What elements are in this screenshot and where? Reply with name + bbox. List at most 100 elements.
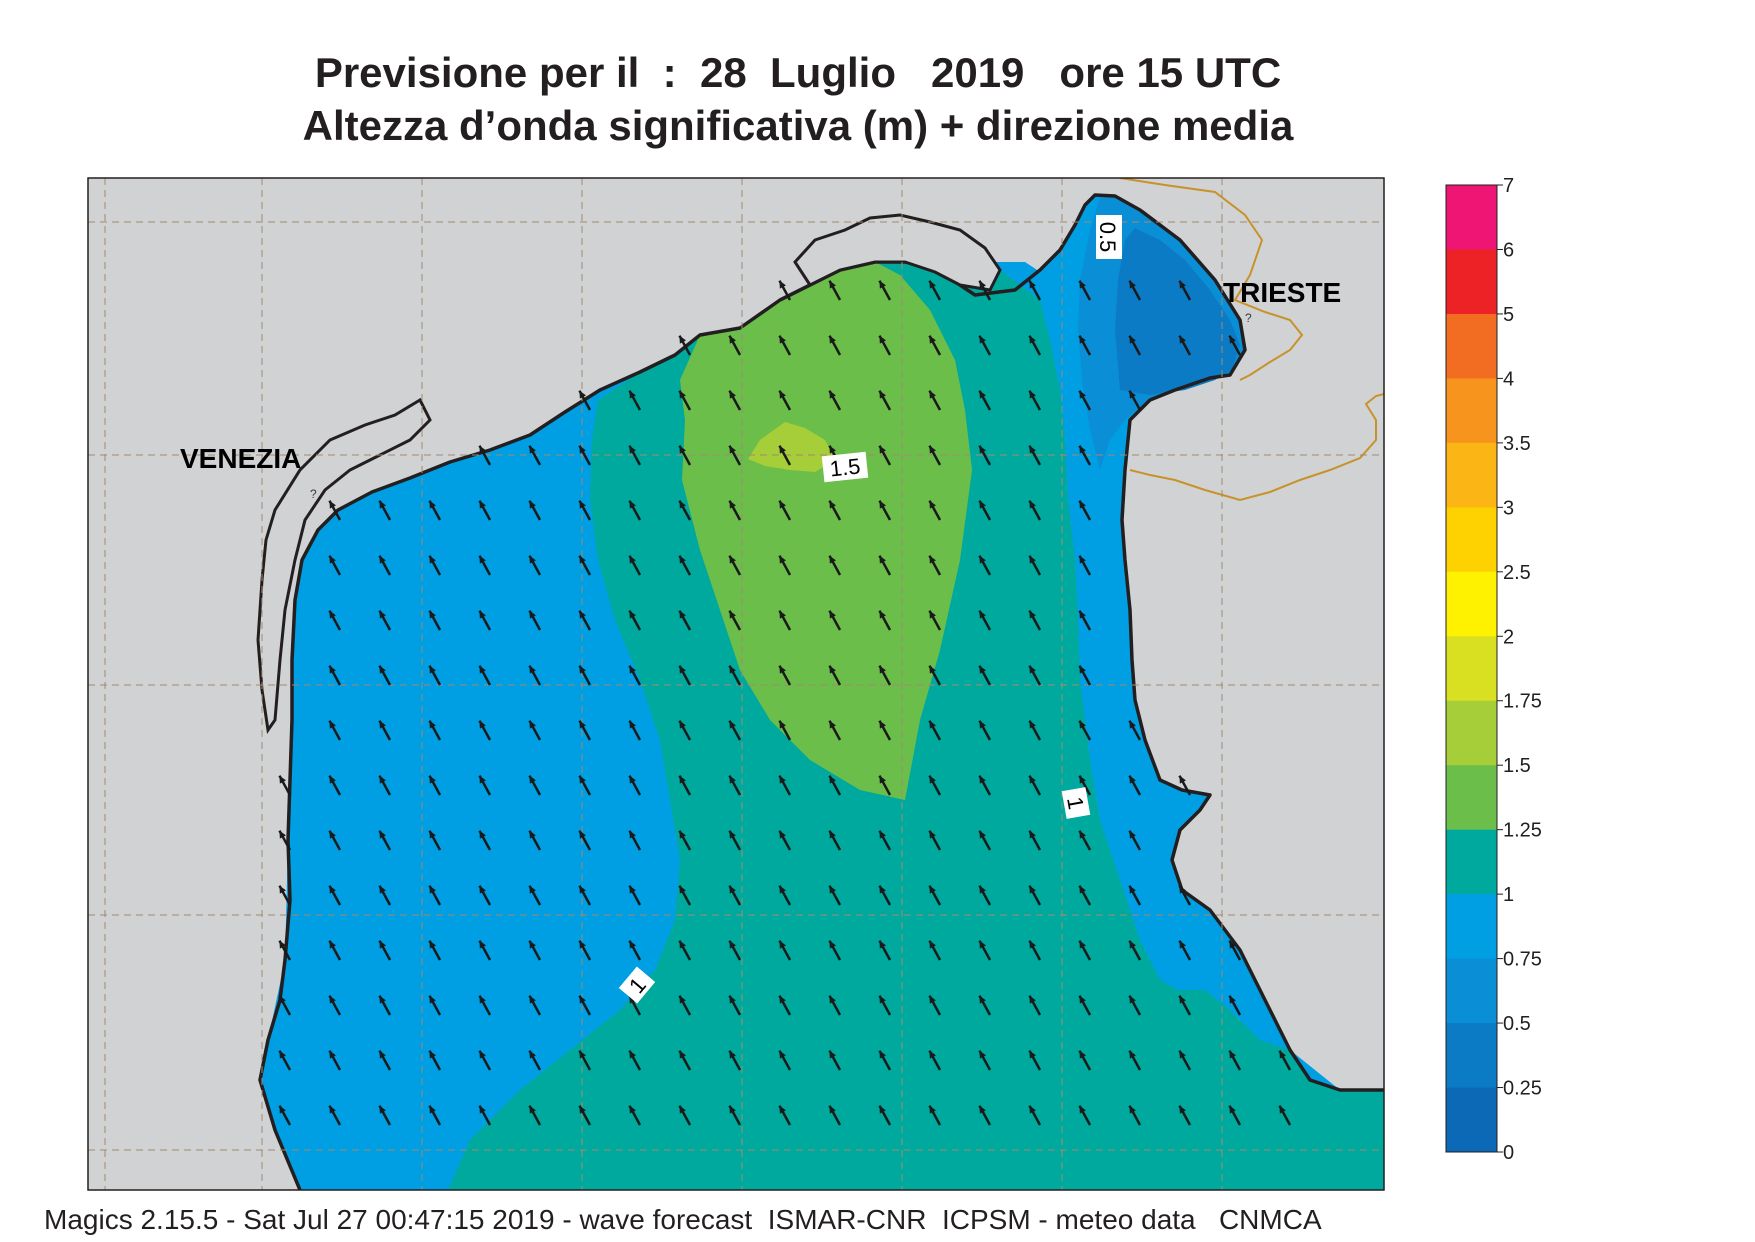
- wave-arrow: [628, 885, 642, 906]
- wave-arrow: [928, 830, 942, 851]
- wave-arrow: [1028, 390, 1042, 411]
- wave-arrow: [578, 445, 592, 466]
- wave-arrow: [1128, 280, 1142, 301]
- wave-arrow: [878, 720, 892, 741]
- wave-arrow: [778, 940, 792, 961]
- wave-arrow: [428, 610, 442, 631]
- wave-arrow: [678, 665, 692, 686]
- legend-label: 5: [1503, 304, 1514, 326]
- wave-arrow: [928, 995, 942, 1016]
- wave-arrow: [478, 830, 492, 851]
- wave-arrow: [978, 665, 992, 686]
- lat-lon-grid: [88, 178, 1384, 1190]
- svg-text:1.5: 1.5: [829, 453, 862, 481]
- wave-arrow: [328, 1050, 342, 1071]
- wave-arrow: [478, 720, 492, 741]
- wave-arrow: [778, 335, 792, 356]
- wave-arrow: [628, 390, 642, 411]
- wave-arrow: [978, 775, 992, 796]
- wave-arrow: [928, 775, 942, 796]
- color-scale-legend: 7 6 5 4 3.5 3 2.5 2 1.75 1.5 1.25 1 0.75 0.5 0.25 0: [1445, 175, 1542, 1164]
- wave-arrow: [778, 555, 792, 576]
- wave-arrow: [428, 830, 442, 851]
- wave-arrow: [528, 555, 542, 576]
- wave-arrow: [578, 1050, 592, 1071]
- legend-label: 1.75: [1503, 691, 1542, 713]
- contour-label-0-5: 0.5: [1095, 215, 1122, 259]
- wave-arrow: [478, 775, 492, 796]
- wave-arrow: [428, 885, 442, 906]
- sea-zone-1-5-1-75: [748, 422, 835, 472]
- wave-arrow: [428, 665, 442, 686]
- legend-swatch: [1446, 571, 1497, 637]
- wave-arrow: [678, 940, 692, 961]
- wave-arrow: [828, 500, 842, 521]
- wave-arrow: [828, 665, 842, 686]
- wave-arrow: [1078, 610, 1092, 631]
- wave-arrow: [978, 1050, 992, 1071]
- wave-arrow: [778, 445, 792, 466]
- wave-arrow: [1078, 1105, 1092, 1126]
- wave-arrow: [578, 610, 592, 631]
- wave-arrow: [1128, 390, 1142, 411]
- wave-arrow: [1028, 995, 1042, 1016]
- legend-label: 1.5: [1503, 755, 1531, 777]
- wave-arrow: [878, 940, 892, 961]
- wave-arrow: [578, 940, 592, 961]
- legend-swatch: [1446, 958, 1497, 1024]
- wave-arrow: [1128, 830, 1142, 851]
- wave-arrow: [1128, 1105, 1142, 1126]
- wave-arrow: [528, 830, 542, 851]
- wave-arrow: [828, 940, 842, 961]
- wave-arrow: [1228, 995, 1242, 1016]
- wave-arrow: [728, 555, 742, 576]
- wave-arrow: [378, 500, 392, 521]
- wave-arrow: [928, 1105, 942, 1126]
- wave-arrow: [478, 995, 492, 1016]
- legend-swatch: [1446, 636, 1497, 702]
- wave-arrow: [278, 830, 292, 851]
- wave-arrow: [728, 500, 742, 521]
- wave-arrow: [678, 445, 692, 466]
- wave-arrow: [478, 885, 492, 906]
- wave-arrow: [578, 995, 592, 1016]
- wave-arrow: [728, 665, 742, 686]
- wave-arrow: [828, 555, 842, 576]
- wave-arrow: [578, 500, 592, 521]
- wave-arrow: [628, 830, 642, 851]
- wave-arrow: [378, 610, 392, 631]
- wave-arrow: [278, 885, 292, 906]
- sea-zone-1-25-1-5: [680, 262, 972, 800]
- wave-arrow: [828, 720, 842, 741]
- wave-arrow: [478, 1105, 492, 1126]
- wave-arrow: [878, 610, 892, 631]
- wave-arrow: [428, 775, 442, 796]
- wave-arrow: [1178, 280, 1192, 301]
- wave-arrow: [428, 940, 442, 961]
- wave-arrow: [1128, 335, 1142, 356]
- map-subtitle: Altezza d’onda significativa (m) + direz…: [302, 102, 1294, 149]
- wave-arrow: [878, 335, 892, 356]
- wave-arrow: [278, 775, 292, 796]
- wave-arrow: [578, 555, 592, 576]
- wave-arrow: [1028, 830, 1042, 851]
- wave-arrow: [978, 390, 992, 411]
- wave-arrow: [728, 390, 742, 411]
- wave-arrow: [578, 775, 592, 796]
- wave-arrow: [978, 940, 992, 961]
- wave-arrow: [778, 665, 792, 686]
- wave-arrow: [1128, 885, 1142, 906]
- wave-arrow: [878, 1050, 892, 1071]
- wave-arrow: [378, 1050, 392, 1071]
- wave-arrow: [778, 830, 792, 851]
- legend-label: 0.5: [1503, 1013, 1531, 1035]
- wave-arrow: [428, 720, 442, 741]
- contour-label-1-south: 1: [618, 966, 656, 1004]
- wave-arrow: [728, 995, 742, 1016]
- wave-arrow: [928, 500, 942, 521]
- wave-arrow: [678, 830, 692, 851]
- sea-zone-0-25-0-5: [1115, 228, 1240, 395]
- wave-arrow: [1128, 1050, 1142, 1071]
- wave-arrow: [328, 1105, 342, 1126]
- map-area: [88, 178, 1384, 1190]
